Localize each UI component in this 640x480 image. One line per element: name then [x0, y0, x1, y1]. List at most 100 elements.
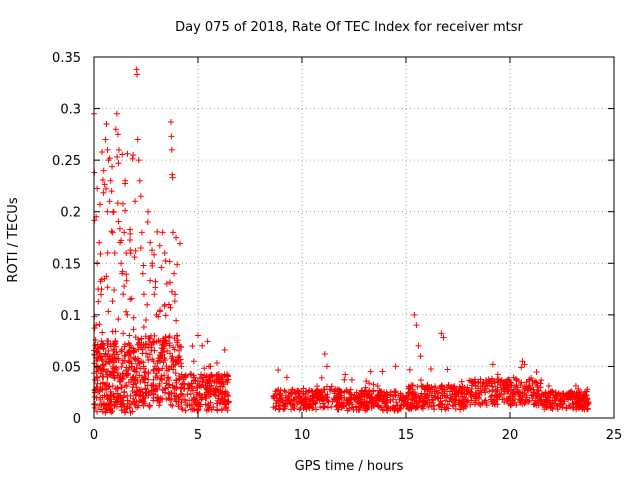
data-point	[417, 353, 424, 360]
data-point-cloud	[150, 366, 157, 373]
data-point-cloud	[468, 397, 475, 404]
data-point-cloud	[533, 368, 540, 375]
data-point-cloud	[432, 384, 439, 391]
data-point-cloud	[158, 264, 165, 271]
data-point-cloud	[150, 376, 157, 383]
data-point-cloud	[110, 209, 117, 216]
data-point-cloud	[490, 398, 497, 405]
data-point-cloud	[109, 163, 116, 170]
data-point-cloud	[105, 384, 112, 391]
data-point-cloud	[95, 298, 102, 305]
data-point-cloud	[467, 401, 474, 408]
data-point-cloud	[119, 357, 126, 364]
data-point-cloud	[324, 397, 331, 404]
data-point-cloud	[159, 345, 166, 352]
data-point-cloud	[289, 386, 296, 393]
data-point-cloud	[403, 400, 410, 407]
data-point-cloud	[198, 371, 205, 378]
data-point-cloud	[225, 392, 232, 399]
data-point-cloud	[445, 382, 452, 389]
data-point-cloud	[281, 401, 288, 408]
data-point-cloud	[336, 387, 343, 394]
data-point-cloud	[207, 371, 214, 378]
data-point-cloud	[449, 403, 456, 410]
data-point-cloud	[126, 400, 133, 407]
data-point-cloud	[277, 390, 284, 397]
plot-frame	[93, 56, 615, 419]
data-point-cloud	[180, 392, 187, 399]
data-point-cloud	[563, 404, 570, 411]
data-point-cloud	[135, 392, 142, 399]
data-point-cloud	[191, 374, 198, 381]
data-point-cloud	[173, 234, 180, 241]
data-point-cloud	[171, 384, 178, 391]
data-point-cloud	[109, 328, 116, 335]
data-point-cloud	[134, 404, 141, 411]
data-point-cloud	[99, 329, 106, 336]
data-point-cloud	[142, 344, 149, 351]
data-point-cloud	[162, 357, 169, 364]
data-point-cloud	[457, 399, 464, 406]
data-point-cloud	[157, 338, 164, 345]
data-point-cloud	[383, 396, 390, 403]
data-point-cloud	[441, 386, 448, 393]
data-point-cloud	[380, 396, 387, 403]
data-point-cloud	[107, 343, 114, 350]
data-point-cloud	[118, 363, 125, 370]
data-point-cloud	[446, 398, 453, 405]
data-point-cloud	[506, 384, 513, 391]
data-point-cloud	[381, 399, 388, 406]
data-point-cloud	[204, 385, 211, 392]
data-point	[411, 311, 418, 318]
data-point-cloud	[124, 397, 131, 404]
data-point-cloud	[150, 391, 157, 398]
data-point-cloud	[517, 381, 524, 388]
data-point-cloud	[195, 405, 202, 412]
data-point-cloud	[123, 308, 130, 315]
data-point-cloud	[570, 405, 577, 412]
data-point-cloud	[111, 287, 118, 294]
data-point-cloud	[99, 149, 106, 156]
data-point-cloud	[114, 200, 121, 207]
data-point-cloud	[139, 350, 146, 357]
data-point-cloud	[195, 402, 202, 409]
data-point-cloud	[318, 393, 325, 400]
data-point-cloud	[397, 394, 404, 401]
data-point-cloud	[130, 314, 137, 321]
data-point-cloud	[115, 160, 122, 167]
data-point-cloud	[167, 279, 174, 286]
data-point-cloud	[341, 376, 348, 383]
data-point-cloud	[387, 391, 394, 398]
data-point-cloud	[120, 393, 127, 400]
data-point-cloud	[108, 228, 115, 235]
data-point-cloud	[161, 372, 168, 379]
data-point-cloud	[534, 397, 541, 404]
data-point-cloud	[523, 379, 530, 386]
data-point-cloud	[490, 378, 497, 385]
data-point-cloud	[148, 332, 155, 339]
data-point-cloud	[185, 385, 192, 392]
data-point-cloud	[122, 382, 129, 389]
data-point-cloud	[576, 395, 583, 402]
data-point-cloud	[512, 376, 519, 383]
data-point	[176, 353, 183, 360]
chart-title: Day 075 of 2018, Rate Of TEC Index for r…	[175, 20, 523, 35]
data-point-cloud	[346, 405, 353, 412]
data-point-cloud	[182, 397, 189, 404]
data-point-cloud	[176, 240, 183, 247]
data-point-cloud	[176, 347, 183, 354]
data-point-cloud	[121, 283, 128, 290]
data-point-cloud	[335, 401, 342, 408]
data-point	[135, 157, 142, 164]
data-point-cloud	[140, 324, 147, 331]
data-point-cloud	[570, 390, 577, 397]
data-point-cloud	[304, 403, 311, 410]
data-point-cloud	[130, 326, 137, 333]
data-point-cloud	[391, 388, 398, 395]
data-point-cloud	[164, 375, 171, 382]
data-point	[111, 249, 118, 256]
data-point-cloud	[92, 386, 99, 393]
data-point-cloud	[224, 407, 231, 414]
data-point-cloud	[101, 181, 108, 188]
data-point-cloud	[530, 391, 537, 398]
